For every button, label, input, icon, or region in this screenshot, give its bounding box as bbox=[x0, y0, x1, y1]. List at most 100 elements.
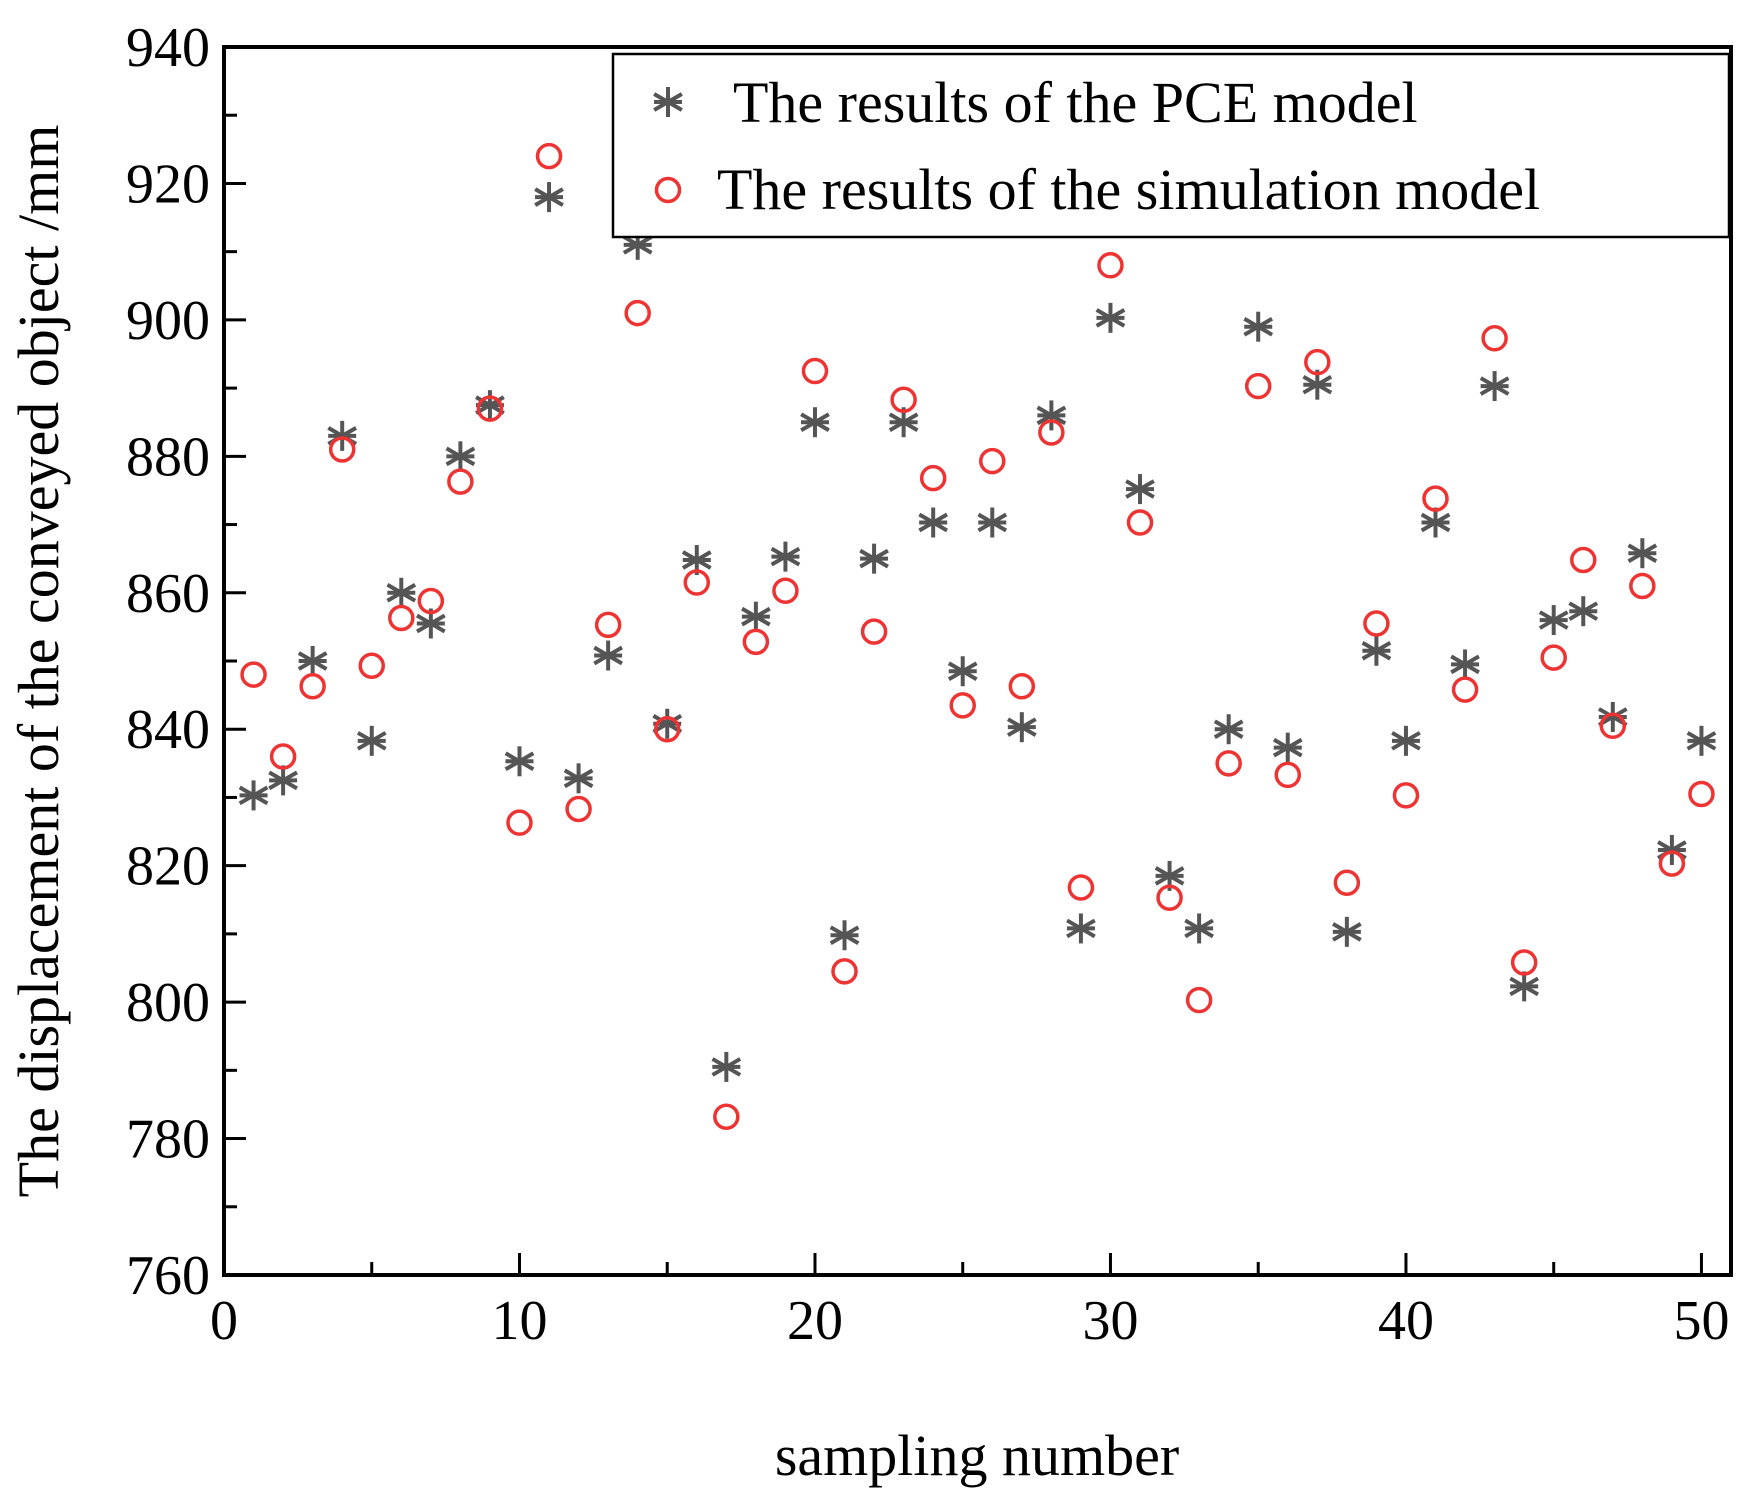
simulation-point bbox=[535, 142, 563, 170]
simulation-point bbox=[1156, 884, 1183, 911]
pce-point bbox=[1006, 712, 1037, 743]
pce-point bbox=[593, 640, 623, 671]
pce-point bbox=[1686, 725, 1717, 756]
legend-asterisk bbox=[653, 87, 683, 117]
simulation-point bbox=[1185, 986, 1213, 1014]
pce-point bbox=[268, 765, 298, 796]
pce-point bbox=[356, 725, 387, 756]
pce-point bbox=[415, 608, 446, 639]
data-series bbox=[238, 142, 1717, 1130]
simulation-point bbox=[1097, 252, 1124, 279]
pce-point bbox=[1479, 371, 1510, 402]
pce-point bbox=[238, 780, 269, 811]
y-tick-label: 820 bbox=[126, 836, 210, 898]
simulation-point bbox=[1008, 672, 1036, 700]
simulation-point bbox=[801, 357, 829, 385]
x-tick-label: 0 bbox=[210, 1290, 238, 1352]
simulation-point bbox=[1215, 750, 1242, 777]
y-tick-label: 860 bbox=[126, 563, 210, 625]
pce-point bbox=[859, 543, 889, 574]
pce-point bbox=[504, 746, 535, 777]
simulation-point bbox=[624, 299, 651, 327]
y-axis-title: The displacement of the conveyed object … bbox=[6, 125, 71, 1198]
pce-point bbox=[1036, 400, 1067, 431]
simulation-point bbox=[1274, 761, 1302, 789]
simulation-point bbox=[328, 436, 356, 463]
simulation-point bbox=[1599, 712, 1627, 740]
y-tick-label: 840 bbox=[126, 699, 210, 761]
simulation-point bbox=[1629, 572, 1656, 600]
x-axis-title: sampling number bbox=[775, 1423, 1179, 1488]
legend-box bbox=[611, 52, 1731, 239]
simulation-point bbox=[1510, 949, 1538, 976]
simulation-point bbox=[1244, 372, 1272, 400]
x-tick-label: 40 bbox=[1378, 1290, 1434, 1352]
y-axis: 760 780 800 820 840 860 880 900 920 940 bbox=[126, 17, 246, 1307]
simulation-point bbox=[594, 611, 622, 639]
x-tick-label: 10 bbox=[491, 1290, 547, 1352]
pce-point bbox=[829, 920, 860, 951]
simulation-point bbox=[358, 652, 385, 680]
y-tick-label: 780 bbox=[126, 1109, 210, 1171]
y-tick-label: 800 bbox=[126, 972, 210, 1034]
simulation-point bbox=[1392, 782, 1420, 809]
y-tick-label: 900 bbox=[126, 290, 210, 352]
pce-point bbox=[1627, 538, 1658, 569]
simulation-point bbox=[1481, 325, 1508, 352]
pce-point bbox=[1332, 916, 1362, 947]
simulation-point bbox=[1422, 485, 1449, 512]
simulation-point bbox=[1570, 546, 1597, 574]
pce-point bbox=[1568, 596, 1599, 627]
y-tick-label: 760 bbox=[126, 1245, 210, 1307]
simulation-point bbox=[269, 743, 297, 770]
simulation-point bbox=[919, 464, 947, 492]
pce-point bbox=[1302, 369, 1333, 400]
simulation-point bbox=[1451, 676, 1479, 703]
pce-point bbox=[1213, 714, 1244, 745]
simulation-point bbox=[1126, 509, 1154, 536]
pce-point bbox=[1391, 725, 1421, 756]
pce-point bbox=[386, 577, 417, 608]
pce-point bbox=[1066, 913, 1096, 944]
x-tick-label: 20 bbox=[787, 1290, 843, 1352]
simulation-point bbox=[240, 661, 267, 688]
y-tick-label: 880 bbox=[126, 426, 210, 488]
x-tick-label: 30 bbox=[1082, 1290, 1138, 1352]
simulation-point bbox=[653, 715, 681, 743]
simulation-point bbox=[772, 577, 799, 604]
simulation-series bbox=[240, 142, 1715, 1130]
pce-point bbox=[1361, 635, 1392, 666]
pce-point bbox=[977, 507, 1008, 538]
simulation-point bbox=[1038, 419, 1065, 446]
x-axis: 0 10 20 30 40 50 bbox=[210, 1253, 1729, 1352]
simulation-point bbox=[713, 1103, 740, 1130]
legend-circle-marker bbox=[654, 176, 682, 204]
pce-series bbox=[238, 182, 1717, 1082]
simulation-point bbox=[1540, 644, 1567, 671]
simulation-point bbox=[890, 386, 917, 413]
simulation-point bbox=[388, 604, 415, 632]
y-tick-label: 920 bbox=[126, 153, 210, 215]
pce-point bbox=[445, 441, 476, 472]
simulation-point bbox=[417, 587, 445, 615]
y-tick-label: 940 bbox=[126, 17, 210, 79]
simulation-point bbox=[565, 795, 592, 823]
pce-point bbox=[297, 646, 328, 676]
simulation-point bbox=[1688, 780, 1715, 808]
pce-point bbox=[1184, 913, 1214, 944]
x-tick-label: 50 bbox=[1673, 1290, 1729, 1352]
pce-point bbox=[1095, 302, 1126, 333]
legend-circle bbox=[654, 176, 682, 204]
legend-asterisk-marker bbox=[653, 87, 683, 117]
simulation-point bbox=[831, 958, 858, 985]
simulation-point bbox=[1304, 348, 1331, 376]
pce-point bbox=[770, 541, 801, 572]
simulation-point bbox=[949, 692, 976, 719]
simulation-point bbox=[1333, 869, 1361, 896]
pce-point bbox=[1272, 732, 1303, 763]
pce-point bbox=[534, 182, 564, 213]
pce-point bbox=[1420, 507, 1451, 538]
simulation-point bbox=[506, 809, 533, 836]
legend: The results of the PCE model The results… bbox=[611, 52, 1731, 239]
